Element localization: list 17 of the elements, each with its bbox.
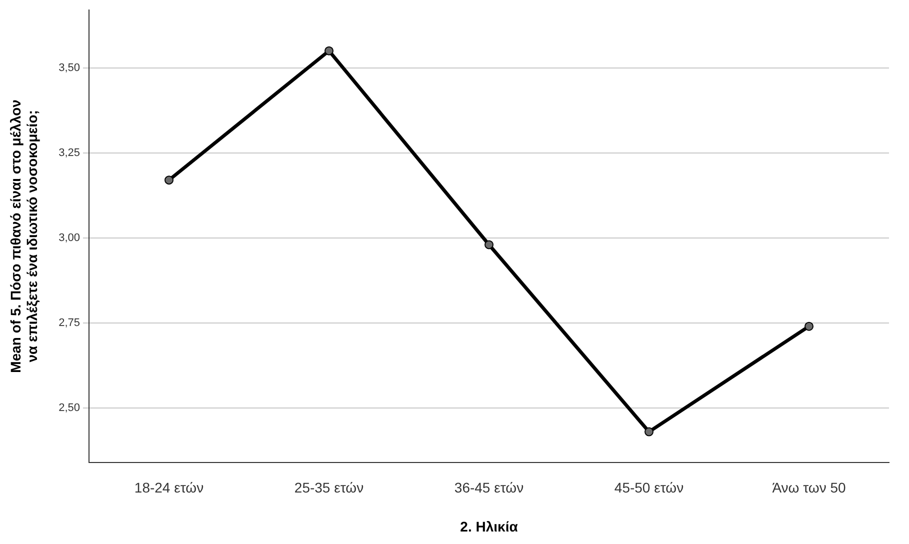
point xyxy=(804,322,814,331)
y-tick-label: 3,25 xyxy=(58,146,80,159)
x-tick-label: 45-50 ετών xyxy=(614,480,684,496)
y-tick-label: 2,50 xyxy=(58,402,80,414)
x-tick-label: 25-35 ετών xyxy=(294,480,364,496)
y-tick-label: 3,00 xyxy=(58,232,80,244)
y-tick-label: 3,50 xyxy=(58,62,80,74)
point xyxy=(644,427,654,436)
x-tick-label: 36-45 ετών xyxy=(454,480,524,496)
y-axis-title: Mean of 5. Πόσο πιθανό είναι στο μέλλον να επιλέξετε ένα ιδιωτικό νοσοκομείο; xyxy=(7,99,40,373)
point xyxy=(324,46,334,56)
x-tick-label: 18-24 ετών xyxy=(134,480,204,496)
point xyxy=(484,240,494,250)
point xyxy=(164,176,174,185)
x-axis-title: 2. Ηλικία xyxy=(460,518,518,534)
x-tick-label: Άνω των 50 xyxy=(772,480,846,496)
y-tick-label: 2,75 xyxy=(58,316,80,329)
